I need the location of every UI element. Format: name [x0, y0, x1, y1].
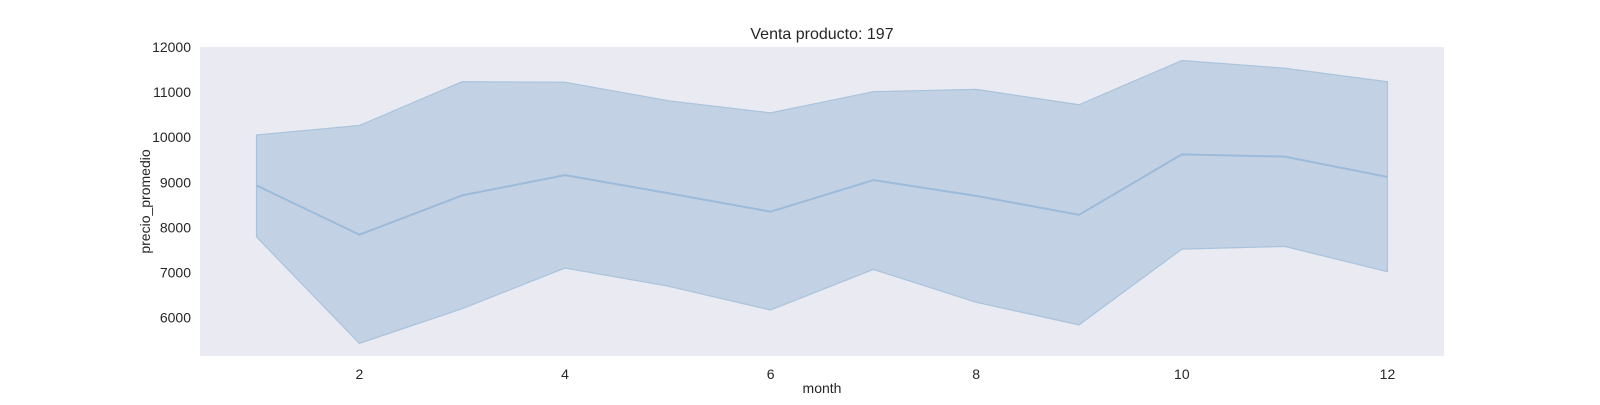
- y-axis-label: precio_promedio: [137, 149, 153, 253]
- y-tick-label: 7000: [160, 265, 191, 281]
- data-point: [256, 184, 258, 186]
- data-point: [975, 195, 977, 197]
- y-tick-label: 6000: [160, 310, 191, 326]
- x-tick-label: 6: [767, 366, 775, 382]
- y-tick-label: 12000: [152, 39, 191, 55]
- data-point: [461, 194, 463, 196]
- x-tick-label: 8: [972, 366, 980, 382]
- data-point: [564, 174, 566, 176]
- y-tick-label: 9000: [160, 174, 191, 190]
- x-tick-label: 10: [1174, 366, 1190, 382]
- y-tick-label: 8000: [160, 219, 191, 235]
- data-point: [770, 211, 772, 213]
- data-point: [358, 234, 360, 236]
- chart-title: Venta producto: 197: [750, 26, 893, 43]
- y-tick-label: 11000: [153, 84, 191, 100]
- y-tick-label: 10000: [152, 129, 191, 145]
- data-point: [1181, 153, 1183, 155]
- data-point: [1386, 176, 1388, 178]
- data-point: [1284, 156, 1286, 158]
- data-point: [667, 192, 669, 194]
- series-line: [256, 153, 1388, 236]
- x-tick-label: 2: [355, 366, 363, 382]
- confidence-band: [255, 59, 1389, 344]
- data-point: [872, 179, 874, 181]
- x-tick-label: 12: [1380, 366, 1396, 382]
- data-point: [1078, 214, 1080, 216]
- x-axis-label: month: [803, 380, 842, 396]
- x-tick-label: 4: [561, 366, 569, 382]
